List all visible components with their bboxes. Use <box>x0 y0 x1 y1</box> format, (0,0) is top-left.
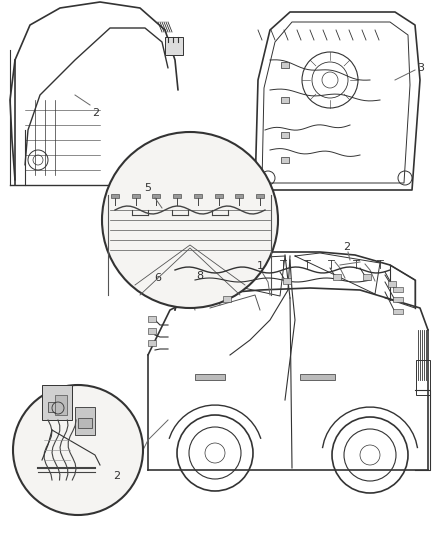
Text: 6: 6 <box>155 273 162 283</box>
Bar <box>281 62 289 68</box>
Text: 2: 2 <box>113 471 120 481</box>
Bar <box>173 194 181 198</box>
Bar <box>416 360 430 395</box>
Bar <box>215 194 223 198</box>
Bar <box>300 374 335 380</box>
Bar <box>388 281 396 287</box>
Bar <box>165 37 183 55</box>
Bar <box>132 194 140 198</box>
Bar <box>148 328 156 334</box>
Bar <box>48 402 66 412</box>
Bar <box>152 194 160 198</box>
Bar <box>148 316 156 322</box>
Bar <box>393 287 403 292</box>
Bar <box>195 374 225 380</box>
Bar <box>393 297 403 302</box>
Bar <box>194 194 202 198</box>
Bar <box>75 407 95 435</box>
Text: 3: 3 <box>417 63 424 73</box>
Bar <box>281 132 289 138</box>
Bar <box>333 274 341 280</box>
Text: 5: 5 <box>145 183 152 193</box>
Bar <box>283 278 291 284</box>
Bar <box>223 296 231 302</box>
Circle shape <box>102 132 278 308</box>
Bar <box>148 340 156 346</box>
Text: 2: 2 <box>343 242 350 252</box>
Bar <box>393 309 403 314</box>
Bar <box>78 418 92 428</box>
Bar <box>281 97 289 103</box>
Bar <box>55 395 67 415</box>
Text: 8: 8 <box>196 271 204 281</box>
Bar <box>42 385 72 420</box>
Text: 2: 2 <box>92 108 99 118</box>
Bar <box>281 157 289 163</box>
Bar <box>363 274 371 280</box>
Bar <box>256 194 264 198</box>
Circle shape <box>13 385 143 515</box>
Bar <box>235 194 243 198</box>
Bar <box>111 194 119 198</box>
Text: 1: 1 <box>257 261 264 271</box>
